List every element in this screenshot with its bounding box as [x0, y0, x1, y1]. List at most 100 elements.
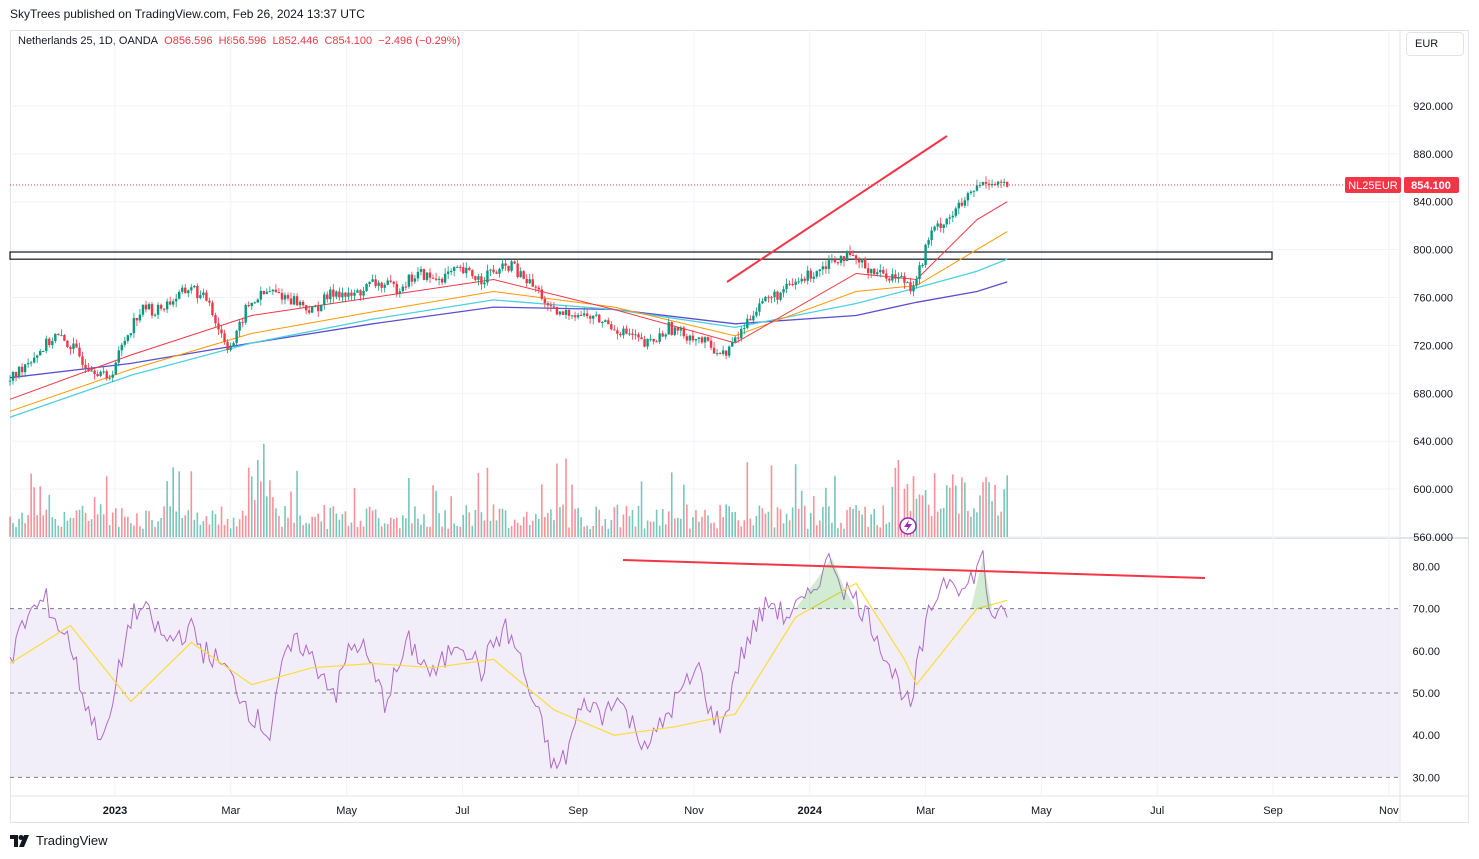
volume-bar [816, 525, 818, 537]
volume-bar [278, 515, 280, 537]
candle-body [350, 292, 353, 296]
candle-body [734, 337, 737, 343]
candle-body [954, 208, 958, 216]
candle-body [613, 329, 616, 331]
candle-body [522, 271, 525, 279]
candle-body [35, 355, 39, 358]
candle-body [250, 302, 253, 307]
time-tick-label: Nov [684, 805, 704, 817]
volume-bar [223, 524, 226, 537]
volume-bar [287, 517, 289, 537]
volume-bar [453, 523, 455, 537]
candle-body [604, 320, 607, 323]
volume-bar [18, 518, 20, 537]
candle-body [709, 340, 713, 348]
volume-bar [1000, 511, 1002, 537]
volume-bar [217, 524, 220, 537]
volume-bar [876, 525, 879, 537]
candle-body [918, 265, 921, 280]
volume-bar [474, 510, 477, 537]
candle-body [96, 374, 99, 377]
rsi-line [9, 550, 1008, 770]
candle-body [214, 315, 217, 324]
candle-body [17, 366, 21, 378]
candle-body [903, 276, 906, 283]
volume-bar [256, 459, 259, 537]
time-tick-label: 2023 [103, 805, 127, 817]
volume-bar [139, 526, 141, 537]
volume-bar [906, 484, 909, 537]
candle-body [809, 270, 812, 279]
candle-body [165, 301, 169, 310]
volume-bar [686, 504, 688, 537]
candle-body [105, 371, 108, 379]
rsi-trendline [622, 559, 1206, 579]
candle-body [691, 335, 695, 341]
volume-bar [187, 510, 190, 537]
candle-body [440, 278, 444, 283]
candle-body [32, 357, 36, 363]
candle-body [821, 266, 825, 270]
rsi-ma-line [9, 582, 1008, 736]
candle-body [14, 372, 18, 378]
currency-button[interactable]: EUR [1406, 32, 1464, 56]
alert-lightning-icon[interactable] [899, 517, 917, 535]
rsi-tick-label: 70.00 [1412, 604, 1440, 616]
volume-bar [994, 484, 996, 537]
candle-body [945, 218, 948, 225]
volume-bar [166, 481, 168, 537]
volume-bar [477, 472, 480, 537]
volume-bar [184, 515, 187, 537]
candle-body [301, 301, 305, 306]
candle-body [51, 341, 54, 346]
rsi-tick-label: 40.00 [1412, 730, 1440, 742]
volume-bar [979, 495, 981, 537]
candle-body [150, 304, 154, 316]
volume-bar [408, 477, 410, 537]
volume-bar [547, 513, 549, 537]
volume-bar [447, 528, 449, 537]
volume-bar [622, 514, 625, 537]
volume-bar [471, 525, 474, 537]
volume-bar [501, 508, 504, 537]
candle-body [313, 306, 317, 308]
candle-body [492, 269, 495, 273]
candle-body [930, 230, 933, 241]
volume-bar [450, 496, 452, 537]
candle-body [422, 269, 426, 280]
candle-body [951, 215, 954, 218]
volume-bar [133, 525, 135, 537]
price-tick-label: 760.000 [1413, 293, 1453, 305]
candle-body [1002, 181, 1006, 183]
volume-bar [211, 510, 214, 537]
volume-bar [456, 526, 459, 537]
volume-bar [752, 525, 755, 537]
candle-body [365, 284, 368, 291]
ma-20-line [9, 201, 1008, 400]
candle-body [646, 338, 649, 347]
volume-bar [235, 526, 238, 537]
candle-body [960, 202, 964, 206]
candle-body [782, 289, 785, 293]
candle-body [610, 324, 613, 330]
candle-body [510, 261, 513, 271]
volume-bar [383, 523, 386, 537]
volume-bar [205, 516, 208, 537]
volume-bar [955, 485, 957, 537]
volume-bar [365, 508, 368, 537]
volume-bar [157, 521, 159, 537]
volume-bar [915, 498, 918, 537]
volume-bar [837, 528, 839, 537]
candle-body [996, 181, 1000, 185]
candle-body [362, 290, 365, 296]
candle-body [310, 306, 314, 313]
volume-bar [87, 520, 90, 537]
volume-bar [945, 485, 948, 537]
footer-brand[interactable]: TradingView [10, 833, 108, 848]
volume-bar [673, 518, 676, 537]
rsi-overbought-fill [970, 558, 993, 609]
candle-body [292, 296, 296, 305]
candle-body [241, 321, 244, 323]
candle-body [885, 273, 888, 279]
